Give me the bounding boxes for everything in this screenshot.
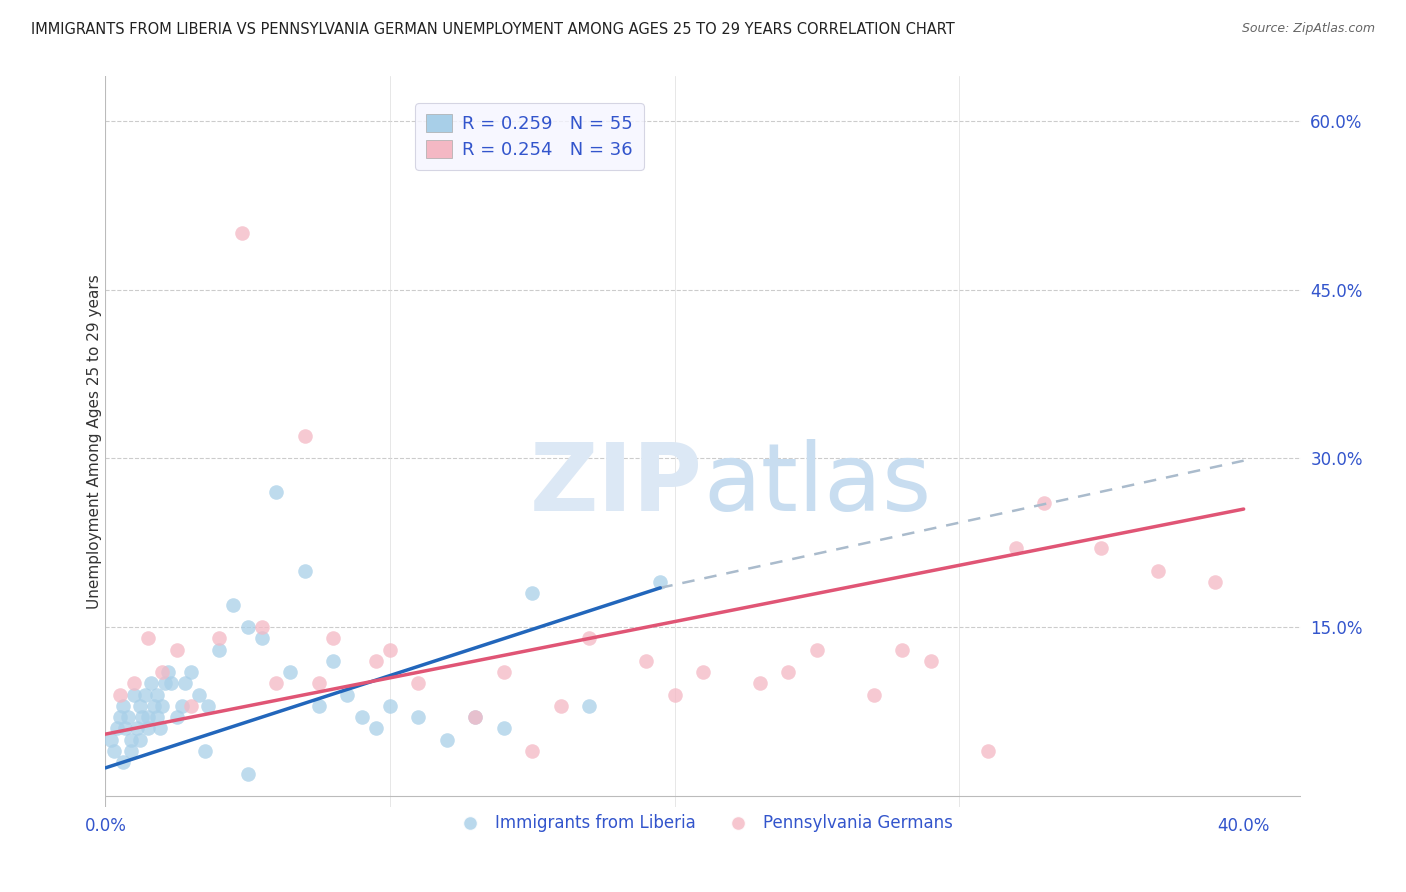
Point <box>157 665 180 680</box>
Point <box>197 698 219 713</box>
Point <box>188 688 211 702</box>
Point <box>125 722 148 736</box>
Point <box>778 665 800 680</box>
Point <box>378 642 401 657</box>
Point <box>136 710 159 724</box>
Point <box>105 722 128 736</box>
Point <box>280 665 302 680</box>
Point <box>748 676 770 690</box>
Point <box>208 632 231 646</box>
Point <box>308 698 330 713</box>
Point <box>108 688 131 702</box>
Point <box>492 722 515 736</box>
Point <box>142 698 165 713</box>
Point <box>166 710 188 724</box>
Point <box>664 688 686 702</box>
Point <box>172 698 194 713</box>
Point <box>180 665 202 680</box>
Point <box>806 642 828 657</box>
Point <box>408 710 430 724</box>
Point <box>114 722 136 736</box>
Point <box>155 676 177 690</box>
Point <box>1204 575 1226 590</box>
Point <box>103 744 125 758</box>
Point <box>408 676 430 690</box>
Text: ZIP: ZIP <box>530 440 703 532</box>
Point <box>222 598 245 612</box>
Point <box>550 698 572 713</box>
Point <box>294 564 316 578</box>
Legend: Immigrants from Liberia, Pennsylvania Germans: Immigrants from Liberia, Pennsylvania Ge… <box>447 808 959 839</box>
Point <box>136 632 159 646</box>
Point <box>128 732 150 747</box>
Point <box>180 698 202 713</box>
Point <box>150 698 173 713</box>
Point <box>1090 541 1112 556</box>
Point <box>250 632 273 646</box>
Point <box>139 676 162 690</box>
Point <box>108 710 131 724</box>
Point <box>134 688 156 702</box>
Point <box>492 665 515 680</box>
Point <box>650 575 672 590</box>
Text: Source: ZipAtlas.com: Source: ZipAtlas.com <box>1241 22 1375 36</box>
Y-axis label: Unemployment Among Ages 25 to 29 years: Unemployment Among Ages 25 to 29 years <box>87 274 101 609</box>
Point <box>236 620 259 634</box>
Point <box>322 632 344 646</box>
Point <box>120 744 142 758</box>
Point <box>578 632 600 646</box>
Point <box>294 429 316 443</box>
Point <box>131 710 153 724</box>
Point <box>208 642 231 657</box>
Point <box>350 710 373 724</box>
Point <box>464 710 486 724</box>
Point <box>522 744 544 758</box>
Point <box>364 722 387 736</box>
Point <box>364 654 387 668</box>
Point <box>1005 541 1028 556</box>
Point <box>100 732 122 747</box>
Point <box>436 732 458 747</box>
Text: IMMIGRANTS FROM LIBERIA VS PENNSYLVANIA GERMAN UNEMPLOYMENT AMONG AGES 25 TO 29 : IMMIGRANTS FROM LIBERIA VS PENNSYLVANIA … <box>31 22 955 37</box>
Point <box>264 485 287 500</box>
Point <box>250 620 273 634</box>
Point <box>145 710 167 724</box>
Point <box>336 688 359 702</box>
Point <box>231 227 253 241</box>
Point <box>322 654 344 668</box>
Point <box>862 688 884 702</box>
Point <box>920 654 942 668</box>
Point <box>308 676 330 690</box>
Point <box>160 676 183 690</box>
Point <box>145 688 167 702</box>
Point <box>976 744 998 758</box>
Point <box>117 710 139 724</box>
Point <box>1147 564 1170 578</box>
Point <box>891 642 914 657</box>
Point <box>128 698 150 713</box>
Point <box>236 766 259 780</box>
Point <box>122 676 145 690</box>
Point <box>636 654 658 668</box>
Point <box>166 642 188 657</box>
Point <box>578 698 600 713</box>
Point <box>122 688 145 702</box>
Point <box>522 586 544 600</box>
Point <box>148 722 170 736</box>
Point <box>378 698 401 713</box>
Point <box>111 756 134 770</box>
Point <box>464 710 486 724</box>
Point <box>111 698 134 713</box>
Point <box>174 676 197 690</box>
Point <box>150 665 173 680</box>
Point <box>194 744 217 758</box>
Point <box>136 722 159 736</box>
Text: atlas: atlas <box>703 440 931 532</box>
Point <box>120 732 142 747</box>
Point <box>1033 496 1056 510</box>
Point <box>692 665 714 680</box>
Point <box>264 676 287 690</box>
